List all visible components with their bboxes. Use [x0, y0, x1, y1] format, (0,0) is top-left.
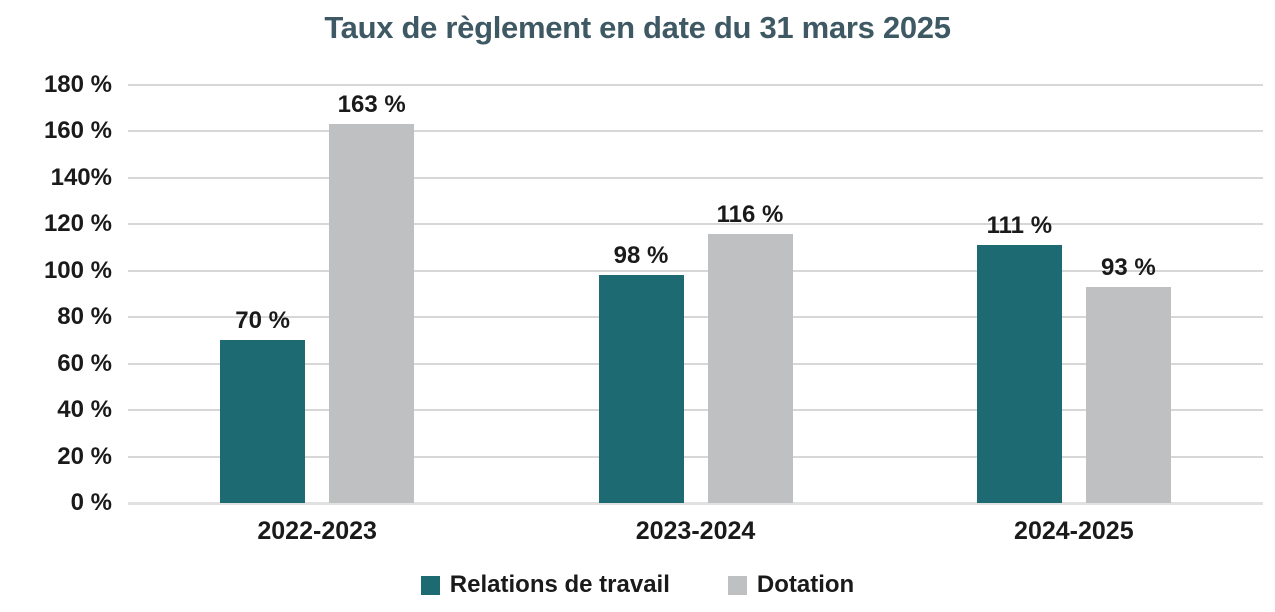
- bar: [329, 124, 415, 503]
- gridline: [128, 362, 1263, 365]
- y-tick-label: 0 %: [70, 489, 112, 516]
- plot-area: 70 % 163 % 2022-2023 98 % 116 % 2023-2024 111 …: [128, 84, 1263, 545]
- y-tick-label: 140%: [50, 163, 112, 191]
- y-tick-label: 80 %: [57, 303, 112, 331]
- gridline: [128, 502, 1263, 505]
- y-axis: 180 % 160 % 140% 120 % 100 % 80 % 60 % 40 % 20 %…: [0, 71, 112, 516]
- legend-swatch: [727, 575, 747, 595]
- gridline: [128, 176, 1263, 179]
- gridline: [128, 269, 1263, 272]
- bar-value-label: 93 %: [1100, 254, 1156, 282]
- legend-swatch: [420, 575, 440, 595]
- gridline: [128, 130, 1263, 133]
- gridline: [128, 316, 1263, 319]
- gridline: [128, 409, 1263, 412]
- bar-value-label: 98 %: [613, 242, 669, 270]
- bar: [976, 245, 1062, 503]
- x-tick-label: 2022-2023: [257, 517, 377, 545]
- legend-label: Relations de travail: [449, 571, 670, 598]
- legend-item: Relations de travail: [420, 571, 670, 599]
- chart-title: Taux de règlement en date du 31 mars 202…: [324, 10, 951, 45]
- y-tick-label: 20 %: [57, 442, 112, 470]
- bar-value-label: 111 %: [986, 212, 1053, 240]
- bar-value-label: 116 %: [716, 200, 784, 228]
- legend-item: Dotation: [727, 571, 855, 599]
- x-tick-label: 2023-2024: [635, 517, 756, 545]
- bar: [707, 233, 793, 503]
- bar-value-label: 163 %: [337, 91, 406, 119]
- x-tick-label: 2024-2025: [1014, 517, 1134, 545]
- y-tick-label: 100 %: [43, 256, 112, 284]
- bar: [1085, 287, 1171, 503]
- bar: [598, 275, 684, 503]
- gridline: [128, 84, 1263, 86]
- legend: Relations de travail Dotation: [0, 571, 1275, 599]
- y-tick-label: 180 %: [43, 71, 112, 98]
- gridline: [128, 223, 1263, 226]
- y-tick-label: 120 %: [43, 210, 112, 238]
- y-tick-label: 40 %: [57, 396, 112, 424]
- gridline: [128, 455, 1263, 458]
- y-tick-label: 60 %: [57, 349, 112, 377]
- legend-label: Dotation: [756, 571, 855, 598]
- bar-value-label: 70 %: [235, 307, 290, 335]
- bar: [220, 340, 306, 503]
- y-tick-label: 160 %: [43, 117, 112, 145]
